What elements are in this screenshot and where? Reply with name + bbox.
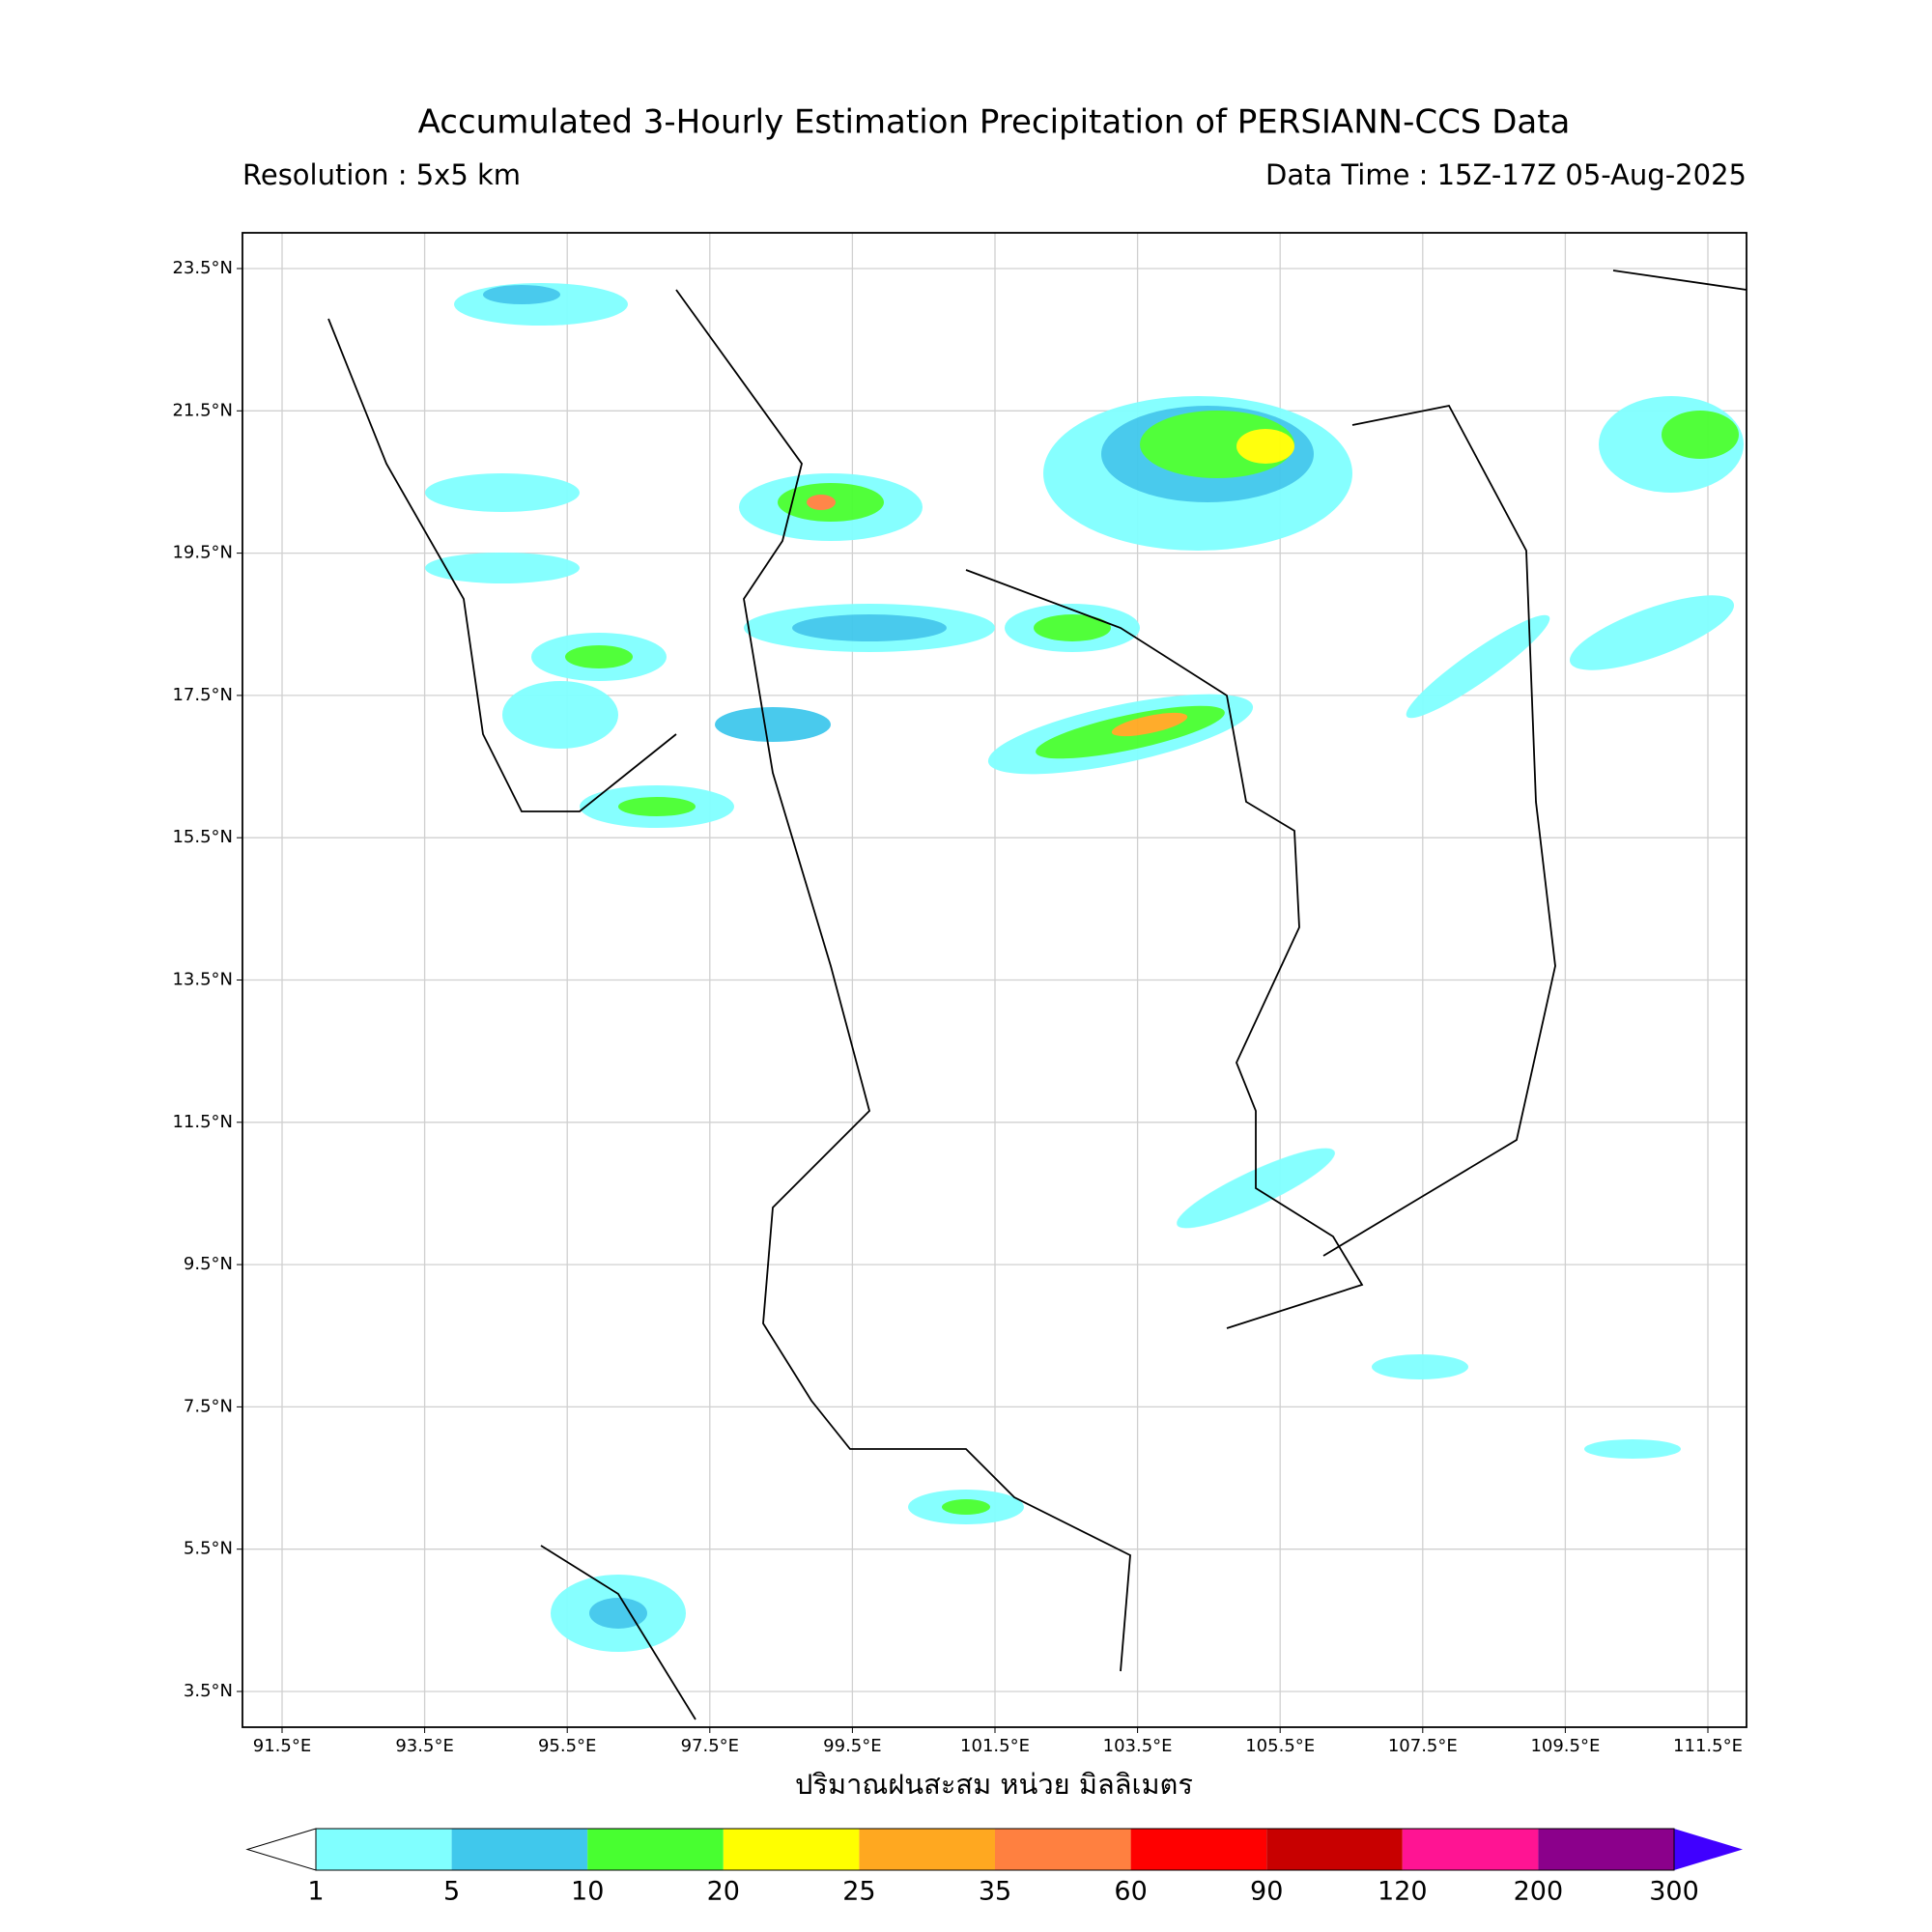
- rain-area: [942, 1499, 990, 1515]
- colorbar-over: [1674, 1829, 1743, 1870]
- map-frame: [242, 232, 1747, 1728]
- rain-area: [565, 645, 633, 668]
- title: Accumulated 3-Hourly Estimation Precipit…: [418, 103, 1571, 142]
- rain-area: [618, 797, 696, 816]
- colorbar-swatch: [723, 1829, 860, 1870]
- lat-label: 13.5°N: [172, 970, 233, 990]
- lat-label: 15.5°N: [172, 827, 233, 847]
- rain-area: [792, 614, 947, 641]
- lat-label: 3.5°N: [184, 1681, 233, 1701]
- colorbar-tick-label: 60: [1114, 1877, 1147, 1907]
- colorbar-tick-label: 1: [307, 1877, 324, 1907]
- lon-label: 109.5°E: [1530, 1736, 1600, 1756]
- lat-label: 23.5°N: [172, 258, 233, 278]
- colorbar: 1 5 10 20 25 35 60 90 120 200 300: [245, 1828, 1743, 1907]
- rain-area: [715, 707, 831, 742]
- colorbar-tick-label: 35: [979, 1877, 1011, 1907]
- lat-label: 21.5°N: [172, 400, 233, 420]
- lat-label: 5.5°N: [184, 1539, 233, 1559]
- rain-area: [1569, 595, 1735, 670]
- colorbar-swatch: [995, 1829, 1131, 1870]
- lon-label: 107.5°E: [1388, 1736, 1458, 1756]
- colorbar-under: [245, 1828, 317, 1871]
- lat-label: 11.5°N: [172, 1112, 233, 1132]
- coastline: [965, 569, 1364, 1329]
- data-time: Data Time : 15Z-17Z 05-Aug-2025: [1265, 158, 1747, 191]
- rain-area: [1034, 614, 1111, 641]
- rain-area: [807, 495, 836, 510]
- colorbar-swatch: [587, 1829, 724, 1870]
- rain-area: [425, 473, 580, 512]
- colorbar-swatch: [859, 1829, 995, 1870]
- coastline: [540, 1545, 696, 1720]
- colorbar-tick-label: 10: [571, 1877, 604, 1907]
- lat-label: 17.5°N: [172, 685, 233, 705]
- colorbar-swatch: [1402, 1829, 1539, 1870]
- colorbar-tick-label: 90: [1250, 1877, 1283, 1907]
- colorbar-swatch: [1266, 1829, 1403, 1870]
- rain-area: [1662, 411, 1739, 459]
- lon-label: 91.5°E: [253, 1736, 311, 1756]
- colorbar-tick-label: 200: [1514, 1877, 1564, 1907]
- colorbar-swatch: [1130, 1829, 1267, 1870]
- rain-area: [1372, 1354, 1468, 1379]
- coastline: [1612, 270, 1747, 291]
- lon-label: 111.5°E: [1673, 1736, 1743, 1756]
- lon-label: 93.5°E: [395, 1736, 453, 1756]
- colorbar-outline: [315, 1828, 1675, 1871]
- lon-label: 105.5°E: [1245, 1736, 1315, 1756]
- axis-label: ปริมาณฝนสะสม หน่วย มิลลิเมตร: [795, 1768, 1193, 1801]
- colorbar-swatch: [451, 1829, 588, 1870]
- colorbar-swatch: [316, 1829, 452, 1870]
- colorbar-tick-label: 25: [842, 1877, 875, 1907]
- colorbar-swatch: [1538, 1829, 1674, 1870]
- colorbar-tick-label: 20: [707, 1877, 740, 1907]
- rain-area: [502, 681, 618, 749]
- rain-area: [483, 285, 560, 304]
- coastline: [1322, 404, 1556, 1257]
- resolution: Resolution : 5x5 km: [242, 158, 521, 191]
- rain-area: [1406, 614, 1550, 719]
- rain-area: [1236, 429, 1294, 464]
- colorbar-tick-label: 120: [1378, 1877, 1428, 1907]
- lat-label: 9.5°N: [184, 1254, 233, 1274]
- lon-label: 99.5°E: [823, 1736, 881, 1756]
- lon-label: 101.5°E: [960, 1736, 1030, 1756]
- rain-area: [1111, 712, 1188, 737]
- lat-label: 7.5°N: [184, 1396, 233, 1416]
- precipitation: [425, 283, 1744, 1652]
- lat-label: 19.5°N: [172, 543, 233, 563]
- colorbar-tick-label: 5: [443, 1877, 460, 1907]
- colorbar-tick-label: 300: [1649, 1877, 1699, 1907]
- lon-label: 103.5°E: [1103, 1736, 1173, 1756]
- coastline: [675, 289, 1131, 1672]
- lon-label: 97.5°E: [681, 1736, 739, 1756]
- graticule: 23.5°N 21.5°N 19.5°N 17.5°N 15.5°N 13.5°N 11.5…: [172, 233, 1747, 1756]
- rain-area: [425, 553, 580, 583]
- rain-area: [1584, 1439, 1681, 1459]
- coastline: [327, 318, 677, 812]
- rain-area: [589, 1598, 647, 1629]
- lon-label: 95.5°E: [538, 1736, 596, 1756]
- coastlines: [327, 270, 1747, 1720]
